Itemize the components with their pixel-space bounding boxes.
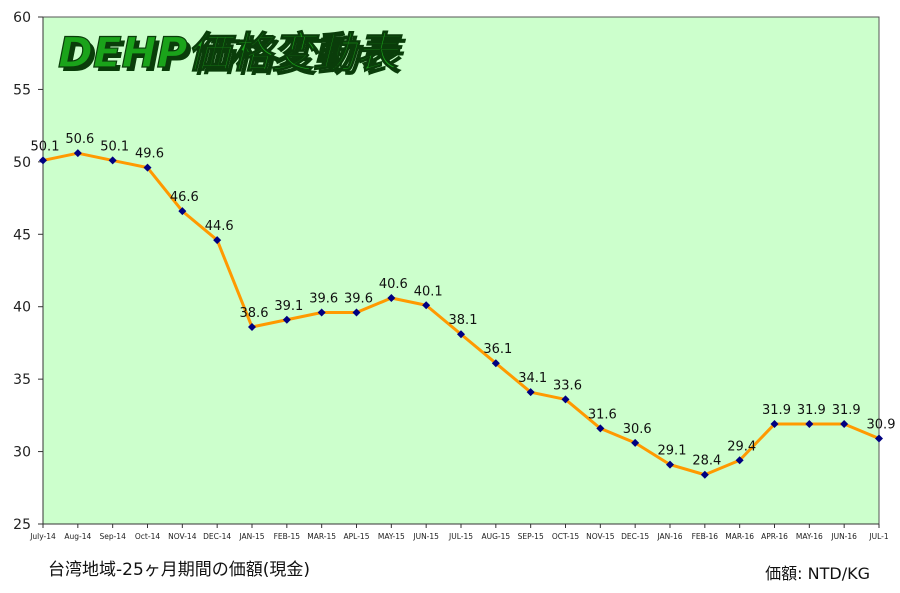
- x-tick-label: July-14: [29, 532, 56, 541]
- data-label: 31.9: [832, 403, 861, 418]
- x-tick-label: MAY-16: [796, 532, 823, 541]
- x-tick-label: DEC-14: [203, 532, 231, 541]
- y-tick-label: 60: [13, 10, 31, 26]
- data-label: 44.6: [205, 219, 234, 234]
- data-point: [108, 156, 117, 165]
- chart-title-shadow: DEHP価格変動表: [62, 32, 406, 81]
- data-point: [352, 308, 361, 317]
- data-label: 30.9: [867, 418, 896, 433]
- data-label: 39.6: [344, 292, 373, 307]
- y-tick-label: 55: [13, 82, 31, 98]
- data-label: 50.1: [31, 139, 60, 154]
- y-tick-label: 45: [13, 227, 31, 243]
- x-tick-label: MAR-15: [307, 532, 336, 541]
- x-tick-label: JUL-1: [868, 532, 888, 541]
- x-tick-label: FEB-15: [274, 532, 301, 541]
- y-tick-label: 30: [13, 445, 31, 461]
- data-point: [282, 315, 291, 324]
- x-tick-label: MAR-16: [725, 532, 754, 541]
- x-tick-label: MAY-15: [378, 532, 405, 541]
- data-point: [596, 424, 605, 433]
- x-tick-label: NOV-14: [168, 532, 197, 541]
- data-point: [422, 301, 431, 310]
- data-label: 29.1: [658, 444, 687, 459]
- x-tick-label: SEP-15: [518, 532, 544, 541]
- data-point: [770, 420, 779, 429]
- x-tick-label: APL-15: [344, 532, 370, 541]
- series-layer: 50.1 50.6 50.1 49.6 46.6 44.6 38.6 39.1 39.6 39.6…: [31, 132, 896, 479]
- data-point: [875, 434, 883, 443]
- data-label: 46.6: [170, 190, 199, 205]
- x-tick-label: Oct-14: [135, 532, 160, 541]
- data-label: 31.9: [797, 403, 826, 418]
- data-point: [700, 470, 709, 479]
- data-point: [491, 359, 500, 368]
- data-label: 31.6: [588, 407, 617, 422]
- data-label: 40.6: [379, 277, 408, 292]
- y-axis: 25 30 35 40 45 50 55 60: [13, 10, 44, 533]
- data-point: [526, 388, 535, 397]
- data-label: 28.4: [692, 454, 721, 469]
- data-point: [457, 330, 465, 339]
- x-tick-label: Aug-14: [64, 532, 91, 541]
- x-tick-label: JUL-15: [448, 532, 473, 541]
- y-tick-label: 25: [13, 517, 31, 533]
- x-tick-label: JAN-15: [238, 532, 264, 541]
- data-point: [178, 207, 187, 216]
- data-label: 30.6: [623, 422, 652, 437]
- x-tick-label: Sep-14: [99, 532, 126, 541]
- x-axis: July-14 Aug-14 Sep-14 Oct-14 NOV-14 DEC-14 JAN…: [29, 523, 889, 541]
- x-tick-label: FEB-16: [692, 532, 719, 541]
- footer-unit-note: 価額: NTD/KG: [765, 564, 870, 583]
- data-point: [631, 438, 640, 447]
- data-point: [73, 149, 82, 158]
- data-point: [39, 156, 47, 165]
- y-tick-label: 40: [13, 300, 31, 316]
- x-tick-label: AUG-15: [481, 532, 510, 541]
- data-point: [317, 308, 326, 317]
- x-tick-label: APR-16: [761, 532, 788, 541]
- chart-title-group: DEHP価格変動表 DEHP価格変動表: [57, 27, 406, 81]
- data-point: [840, 420, 849, 429]
- data-point: [213, 236, 222, 245]
- data-label: 39.1: [274, 299, 303, 314]
- data-label: 29.4: [727, 439, 756, 454]
- data-point: [666, 460, 674, 469]
- data-label: 31.9: [762, 403, 791, 418]
- x-tick-label: JUN-16: [830, 532, 857, 541]
- x-tick-label: DEC-15: [621, 532, 649, 541]
- data-label: 39.6: [309, 292, 338, 307]
- data-label: 40.1: [414, 284, 443, 299]
- data-label: 33.6: [553, 378, 582, 393]
- x-tick-label: OCT-15: [552, 532, 580, 541]
- data-label: 38.6: [240, 306, 269, 321]
- y-tick-label: 50: [13, 155, 31, 171]
- data-label: 38.1: [449, 313, 478, 328]
- data-label: 50.6: [65, 132, 94, 147]
- data-point: [805, 420, 814, 429]
- data-point: [561, 395, 570, 404]
- data-point: [143, 163, 152, 172]
- footer-region-note: 台湾地域-25ヶ月期間の価額(現金): [48, 560, 311, 580]
- x-tick-label: JAN-16: [656, 532, 682, 541]
- data-point: [387, 294, 396, 303]
- plot-area: [42, 16, 880, 525]
- y-tick-label: 35: [13, 372, 31, 388]
- data-point: [735, 456, 744, 465]
- data-label: 49.6: [135, 147, 164, 162]
- data-label: 34.1: [518, 371, 547, 386]
- data-point: [248, 322, 256, 331]
- data-label: 36.1: [483, 342, 512, 357]
- data-label: 50.1: [100, 139, 129, 154]
- chart-title: DEHP価格変動表: [58, 28, 402, 77]
- x-tick-label: JUN-15: [412, 532, 439, 541]
- x-tick-label: NOV-15: [586, 532, 615, 541]
